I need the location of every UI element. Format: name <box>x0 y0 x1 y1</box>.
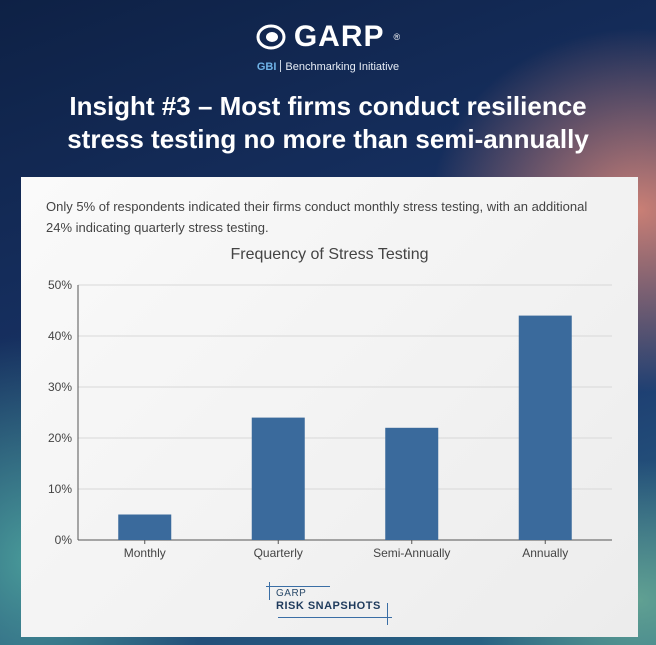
divider <box>280 60 282 72</box>
bar-monthly <box>118 514 172 540</box>
logo-line-bottom <box>278 617 392 618</box>
bar-annually <box>518 315 572 540</box>
x-tick-label: Semi-Annually <box>373 546 450 560</box>
content-card: Only 5% of respondents indicated their f… <box>21 177 638 637</box>
bar-quarterly <box>251 417 305 540</box>
y-tick-label: 20% <box>48 431 72 445</box>
logo-line-top <box>266 586 330 587</box>
gbi-label: GBI <box>256 61 277 73</box>
garp-swirl-icon <box>256 24 286 50</box>
y-tick-label: 30% <box>48 380 72 394</box>
y-tick-label: 50% <box>48 278 72 292</box>
page-title: Insight #3 – Most firms conduct resilien… <box>20 90 636 156</box>
logo-registered-mark: ® <box>393 32 401 42</box>
header: GARP ® GBI Benchmarking Initiative Insight… <box>0 0 656 176</box>
bar-chart: 0% 10% 20% 30% 40% 50% Monthly Quarterly Semi-An… <box>48 278 612 560</box>
garp-logo: GARP ® GBI Benchmarking Initiative <box>0 20 656 73</box>
logo-text: GARP <box>293 20 385 53</box>
logo-line-left <box>269 582 270 600</box>
logo-subtitle: Benchmarking Initiative <box>285 61 400 73</box>
risk-snapshots-logo: GARP RISK SNAPSHOTS <box>266 579 396 629</box>
y-tick-label: 0% <box>55 533 73 547</box>
bar-semi-annually <box>385 427 439 540</box>
x-tick-label: Monthly <box>124 546 166 560</box>
footer-risk-snapshots-text: RISK SNAPSHOTS <box>276 600 381 612</box>
y-tick-label: 10% <box>48 482 72 496</box>
y-tick-label: 40% <box>48 329 72 343</box>
page-title-line-2: stress testing no more than semi-annuall… <box>67 124 589 154</box>
description-text: Only 5% of respondents indicated their f… <box>46 199 588 235</box>
x-tick-label: Quarterly <box>254 546 303 560</box>
x-tick-label: Annually <box>522 546 568 560</box>
chart-title: Frequency of Stress Testing <box>230 246 429 263</box>
logo-line-right <box>387 603 388 625</box>
page-title-line-1: Insight #3 – Most firms conduct resilien… <box>69 91 587 121</box>
footer-garp-text: GARP <box>276 588 307 599</box>
